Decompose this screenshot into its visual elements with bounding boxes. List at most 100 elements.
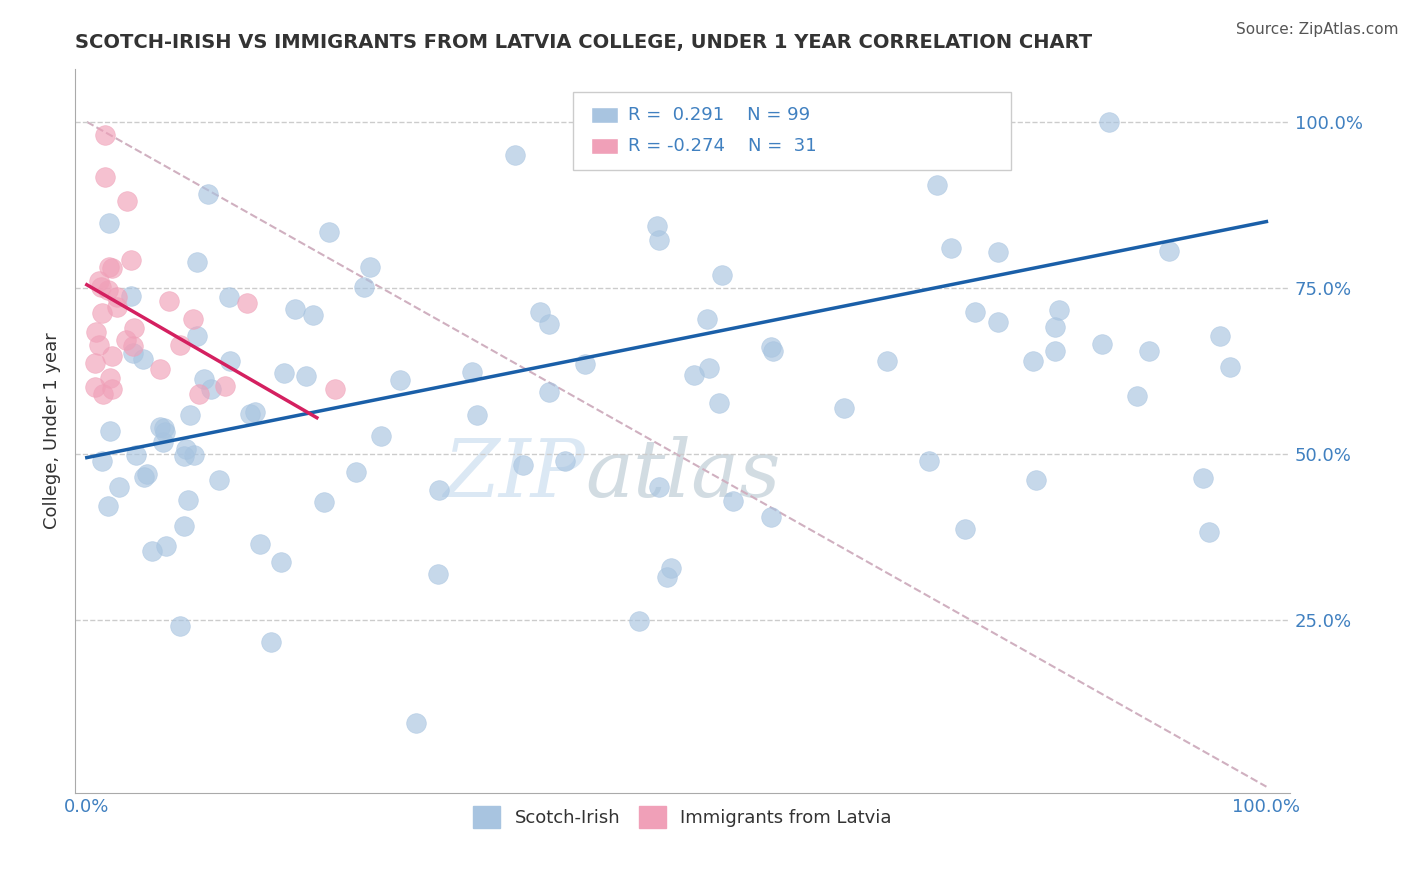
- Point: [1139, 344, 1161, 359]
- Point: [1198, 525, 1220, 540]
- Point: [648, 233, 671, 247]
- Point: [645, 219, 668, 233]
- Point: [177, 492, 200, 507]
- Point: [302, 308, 325, 322]
- Point: [353, 280, 375, 294]
- Point: [987, 245, 1010, 260]
- Point: [152, 434, 174, 449]
- Point: [574, 357, 596, 371]
- Point: [965, 305, 987, 319]
- Point: [153, 421, 176, 435]
- Point: [181, 311, 204, 326]
- Point: [627, 615, 650, 629]
- Point: [939, 241, 962, 255]
- Point: [762, 344, 785, 359]
- Point: [98, 216, 121, 230]
- Point: [1091, 337, 1114, 351]
- Point: [186, 255, 208, 269]
- Point: [83, 356, 105, 370]
- Point: [91, 387, 114, 401]
- Point: [121, 346, 143, 360]
- Point: [759, 510, 782, 524]
- Point: [1047, 303, 1070, 318]
- Point: [359, 260, 381, 275]
- Point: [505, 147, 527, 161]
- Point: [84, 325, 107, 339]
- Point: [200, 383, 222, 397]
- Point: [105, 290, 128, 304]
- Point: [155, 539, 177, 553]
- Point: [1045, 344, 1067, 359]
- Point: [239, 407, 262, 421]
- Point: [1025, 473, 1047, 487]
- Point: [284, 302, 307, 317]
- FancyBboxPatch shape: [574, 92, 1011, 170]
- Point: [197, 186, 219, 201]
- Point: [659, 560, 682, 574]
- Point: [186, 329, 208, 343]
- Point: [537, 317, 560, 331]
- Text: R = -0.274    N =  31: R = -0.274 N = 31: [628, 137, 817, 155]
- Point: [101, 260, 124, 275]
- Y-axis label: College, Under 1 year: College, Under 1 year: [44, 333, 60, 529]
- Point: [193, 372, 215, 386]
- Point: [87, 338, 110, 352]
- Point: [370, 429, 392, 443]
- Point: [721, 493, 744, 508]
- Point: [173, 518, 195, 533]
- Point: [1192, 471, 1215, 485]
- Point: [648, 480, 671, 494]
- Point: [405, 716, 427, 731]
- Point: [141, 544, 163, 558]
- Point: [318, 225, 340, 239]
- Point: [98, 424, 121, 438]
- Point: [270, 555, 292, 569]
- Point: [87, 275, 110, 289]
- Point: [97, 284, 120, 298]
- Point: [927, 178, 949, 192]
- Point: [323, 383, 346, 397]
- Point: [97, 499, 120, 513]
- Point: [218, 354, 240, 368]
- Point: [427, 483, 450, 497]
- Text: ZIP: ZIP: [443, 435, 585, 513]
- Point: [84, 379, 107, 393]
- Point: [655, 570, 678, 584]
- Point: [1219, 360, 1241, 375]
- Point: [98, 260, 121, 274]
- Point: [918, 454, 941, 468]
- Point: [91, 454, 114, 468]
- Point: [122, 321, 145, 335]
- Point: [273, 366, 295, 380]
- Point: [554, 454, 576, 468]
- Point: [537, 384, 560, 399]
- Point: [107, 300, 129, 314]
- Point: [169, 337, 191, 351]
- Point: [100, 382, 122, 396]
- Text: SCOTCH-IRISH VS IMMIGRANTS FROM LATVIA COLLEGE, UNDER 1 YEAR CORRELATION CHART: SCOTCH-IRISH VS IMMIGRANTS FROM LATVIA C…: [75, 33, 1092, 52]
- Point: [876, 354, 898, 368]
- Point: [1209, 329, 1232, 343]
- Point: [344, 466, 367, 480]
- Point: [962, 115, 984, 129]
- Point: [173, 450, 195, 464]
- Point: [108, 480, 131, 494]
- Point: [953, 522, 976, 536]
- Point: [389, 373, 412, 387]
- Point: [295, 369, 318, 384]
- Point: [174, 442, 197, 456]
- Point: [759, 340, 782, 354]
- Point: [98, 370, 121, 384]
- Bar: [592, 138, 619, 154]
- Point: [134, 470, 156, 484]
- Point: [90, 279, 112, 293]
- Point: [93, 128, 115, 143]
- Point: [1022, 354, 1045, 368]
- Text: atlas: atlas: [585, 435, 780, 513]
- Legend: Scotch-Irish, Immigrants from Latvia: Scotch-Irish, Immigrants from Latvia: [467, 798, 898, 835]
- Point: [249, 537, 271, 551]
- Point: [218, 290, 240, 304]
- Point: [214, 379, 236, 393]
- Point: [1126, 389, 1149, 403]
- Point: [461, 365, 484, 379]
